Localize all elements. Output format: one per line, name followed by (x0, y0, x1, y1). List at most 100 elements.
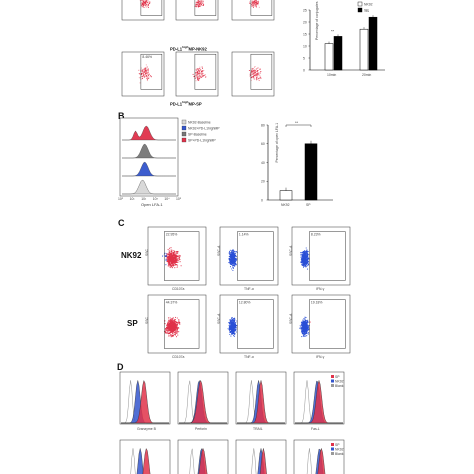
flow-event-dot (235, 329, 237, 331)
y-tick-label: 40 (261, 161, 265, 165)
flow-event-dot (175, 257, 177, 260)
flow-event-dot (258, 6, 260, 8)
flow-event-dot (231, 266, 234, 268)
histogram-x-tick: 10¹ (130, 197, 136, 201)
legend-swatch (331, 375, 334, 378)
flow-event-dot (251, 73, 253, 75)
flow-event-dot (177, 322, 179, 324)
flow-event-dot (300, 254, 302, 256)
flow-event-dot (309, 321, 311, 323)
flow-event-dot (172, 328, 174, 330)
flow-gate (309, 231, 346, 281)
flow-event-dot (229, 256, 232, 259)
flow-gate (140, 53, 163, 90)
flow-event-dot (303, 318, 305, 320)
flow-event-dot (172, 265, 174, 267)
flow-gate (140, 0, 163, 16)
flow-event-dot (305, 247, 307, 249)
flow-event-dot (301, 323, 303, 325)
flow-event-dot (306, 324, 308, 326)
flow-plot-frame (121, 0, 165, 21)
flow-event-dot (170, 252, 172, 254)
panel-c-flow-plots: 22.95% CD107a SSC 1.14% TNF-α SSC-A 8.23% IFN-γ… (145, 226, 351, 359)
flow-event-dot (171, 325, 173, 327)
flow-event-dot (147, 74, 149, 76)
flow-event-dot (177, 261, 179, 263)
flow-event-dot (303, 261, 305, 263)
flow-event-dot (169, 258, 171, 260)
flow-event-dot (253, 0, 255, 1)
histogram-x-label: Granzyme B (137, 427, 157, 431)
flow-event-dot (176, 260, 178, 262)
flow-event-dot (235, 256, 237, 258)
flow-event-dot (305, 319, 307, 322)
flow-event-dot (304, 260, 306, 262)
gate-percent-label: 12.80% (239, 301, 251, 305)
flow-event-dot (255, 5, 257, 7)
flow-event-dot (141, 69, 143, 71)
flow-event-dot (305, 335, 307, 337)
flow-event-dot (172, 322, 174, 324)
flow-event-dot (229, 258, 231, 260)
flow-event-dot (146, 74, 148, 76)
flow-event-dot (180, 265, 182, 267)
flow-event-dot (178, 255, 180, 257)
flow-event-dot (168, 335, 170, 337)
flow-event-dot (229, 321, 231, 323)
flow-event-dot (142, 0, 144, 2)
flow-plot-frame (175, 0, 219, 21)
flow-event-dot (303, 330, 305, 332)
flow-event-dot (169, 323, 171, 325)
y-tick-label: 0 (303, 68, 305, 72)
flow-event-dot (304, 262, 306, 264)
flow-event-dot (171, 254, 173, 257)
flow-event-dot (201, 4, 203, 7)
flow-event-dot (196, 75, 198, 77)
flow-event-dot (301, 326, 303, 328)
flow-event-dot (174, 316, 177, 318)
flow-event-dot (199, 3, 201, 5)
flow-event-dot (196, 69, 198, 71)
flow-event-dot (144, 68, 146, 70)
flow-event-dot (231, 320, 234, 322)
flow-event-dot (232, 262, 234, 264)
flow-event-dot (249, 2, 251, 4)
flow-event-dot (178, 331, 180, 333)
flow-event-dot (304, 264, 307, 266)
flow-event-dot (175, 327, 177, 329)
flow-event-dot (167, 262, 169, 264)
flow-event-dot (164, 332, 167, 334)
flow-event-dot (170, 257, 172, 259)
flow-y-axis-label: SSC-A (289, 245, 293, 256)
flow-event-dot (255, 0, 257, 2)
flow-event-dot (253, 77, 255, 79)
flow-event-dot (172, 324, 174, 326)
panel-b: Open LFA-1 10⁰ 10¹ 10² 10³ 10⁴ 10⁵ NK92-Baselin… (0, 110, 474, 220)
flow-event-dot (305, 329, 307, 331)
flow-event-dot (303, 263, 305, 265)
flow-gate (164, 231, 200, 281)
legend-label: SP-Baseline (188, 133, 207, 137)
flow-event-dot (229, 325, 231, 327)
flow-event-dot (302, 323, 304, 325)
flow-event-dot (172, 258, 174, 260)
flow-event-dot (304, 332, 306, 334)
flow-event-dot (165, 258, 167, 260)
flow-event-dot (235, 259, 237, 261)
flow-event-dot (233, 322, 235, 324)
flow-event-dot (198, 69, 200, 71)
flow-event-dot (177, 252, 179, 254)
flow-event-dot (232, 260, 234, 262)
flow-event-dot (174, 334, 177, 336)
flow-event-dot (251, 0, 253, 2)
flow-gate (194, 53, 217, 90)
flow-event-dot (231, 263, 233, 265)
flow-event-dot (304, 316, 306, 318)
flow-event-dot (300, 255, 302, 257)
flow-event-dot (172, 325, 174, 327)
flow-event-dot (177, 265, 179, 267)
flow-event-dot (195, 80, 197, 82)
flow-event-dot (171, 251, 173, 253)
flow-event-dot (176, 330, 178, 332)
flow-event-dot (257, 73, 259, 75)
